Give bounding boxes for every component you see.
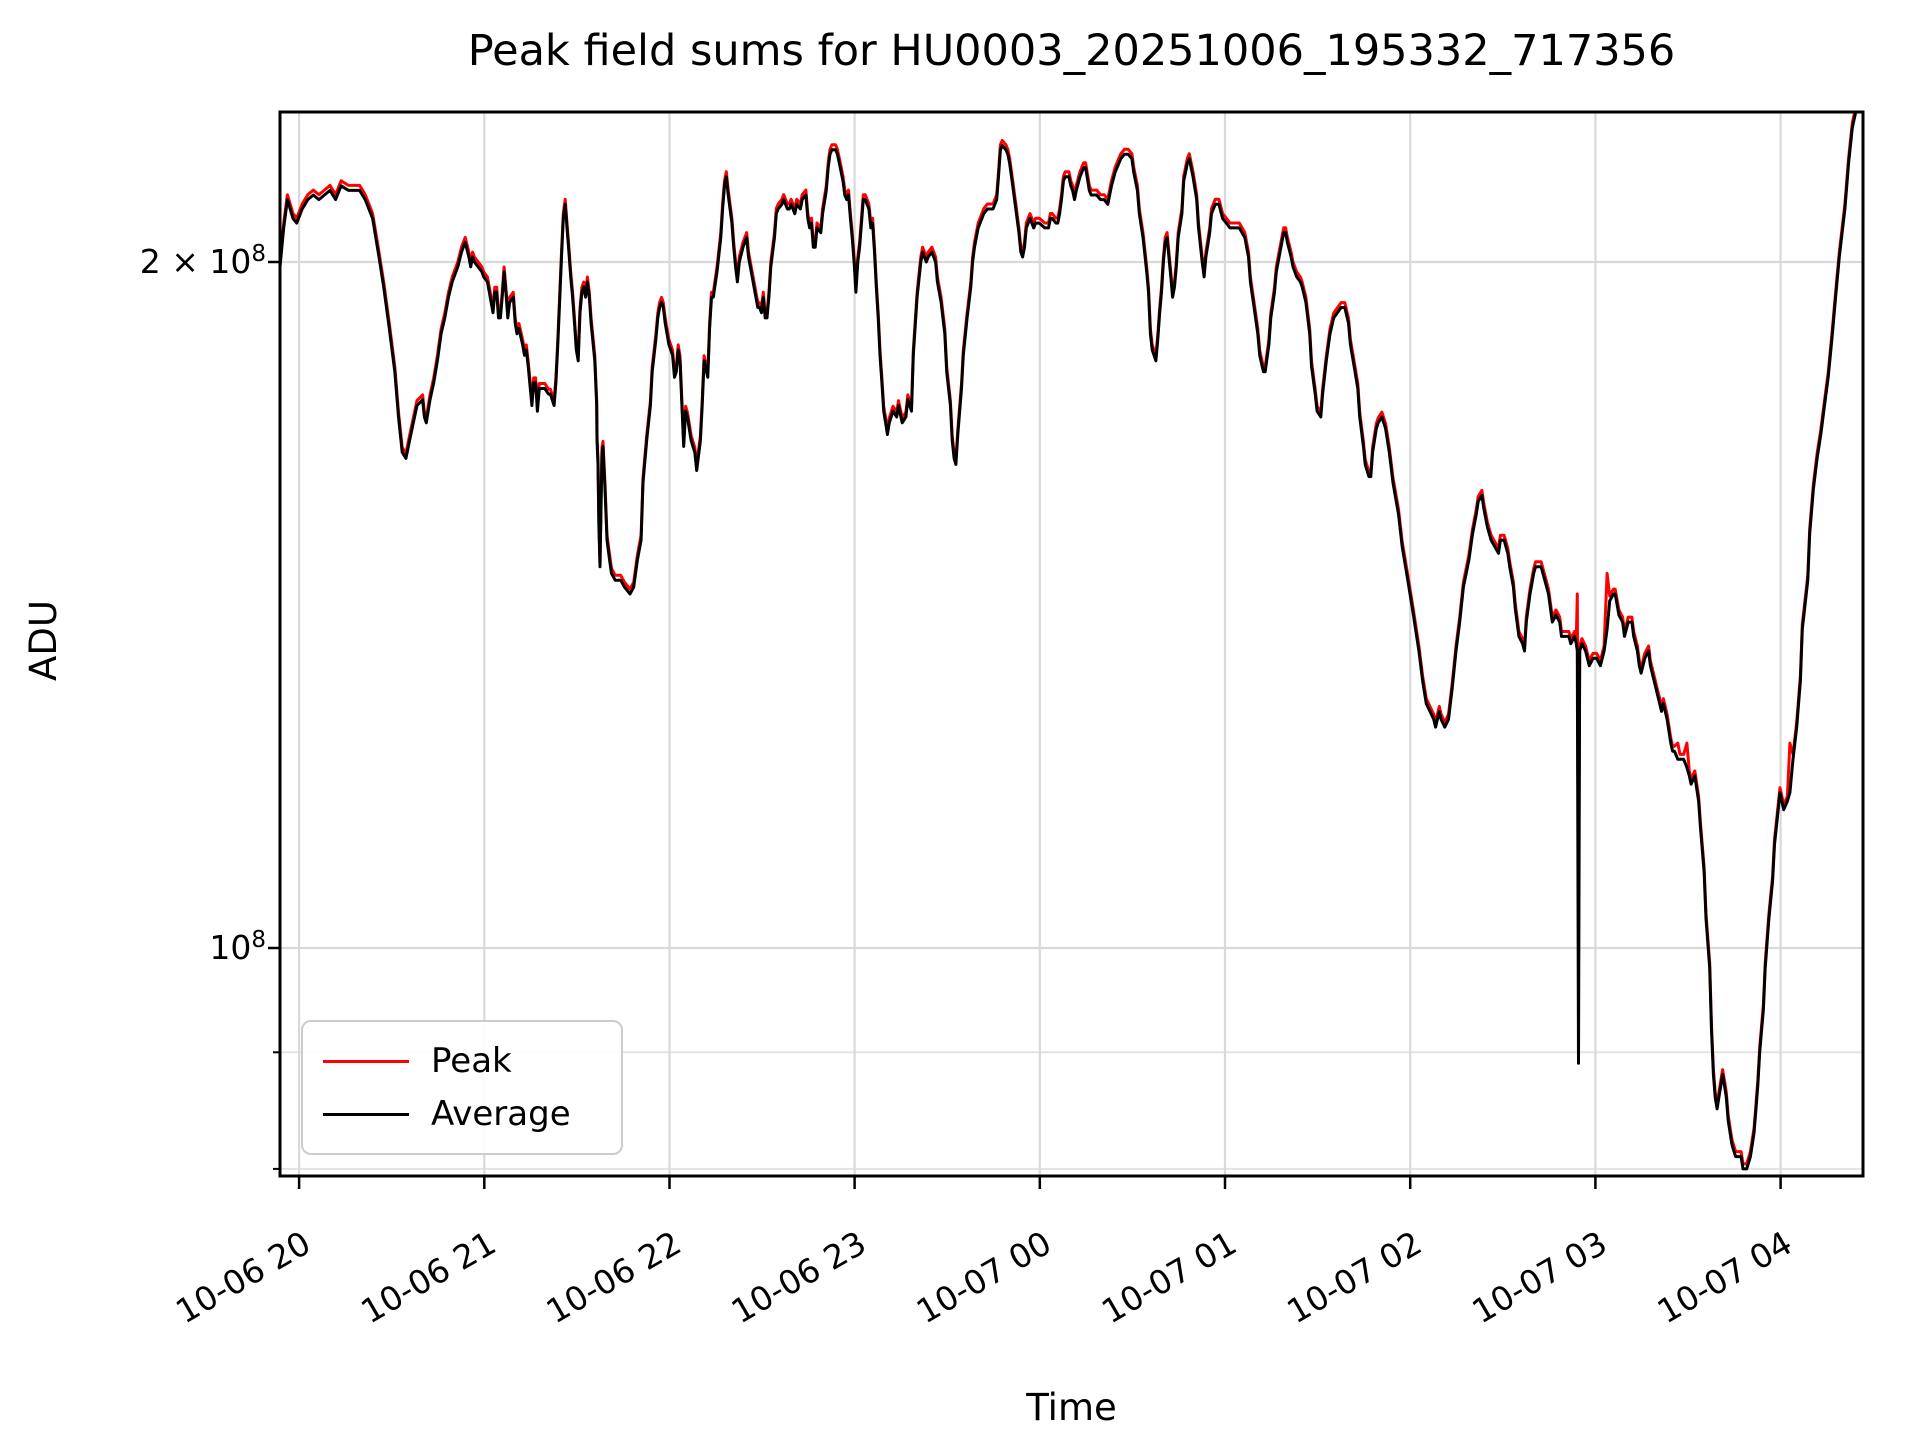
x-tick-label: 10-07 00 <box>910 1223 1058 1331</box>
x-tick-label: 10-07 02 <box>1280 1223 1428 1331</box>
peak-line-sample <box>323 1059 409 1063</box>
average-line-sample <box>323 1112 409 1116</box>
average-curve <box>280 112 1858 1171</box>
x-tick-label: 10-06 21 <box>354 1223 502 1331</box>
y-tick-label-1e8: 108 <box>209 927 266 967</box>
axes-frame <box>278 110 1865 1178</box>
y-axis-label: ADU <box>21 599 65 681</box>
x-tick-labels: 10-06 20 10-06 21 10-06 22 10-06 23 10-07 00… <box>169 1223 1798 1331</box>
x-tick-label: 10-07 03 <box>1465 1223 1613 1331</box>
x-tick-label: 10-06 23 <box>725 1223 873 1331</box>
x-tick-label: 10-07 04 <box>1651 1223 1799 1331</box>
legend-label-peak: Peak <box>431 1041 512 1081</box>
tick-marks <box>268 260 1782 1189</box>
chart-title: Peak field sums for HU0003_20251006_1953… <box>467 26 1676 76</box>
data-curves <box>280 112 1858 1171</box>
x-axis-label: Time <box>1026 1386 1117 1429</box>
y-tick-label-2e8: 2 × 108 <box>139 241 266 281</box>
legend: Peak Average <box>301 1020 623 1155</box>
legend-row-peak: Peak <box>313 1041 611 1081</box>
legend-row-average: Average <box>313 1094 611 1134</box>
legend-label-average: Average <box>431 1094 571 1134</box>
x-tick-label: 10-06 22 <box>540 1223 688 1331</box>
major-gridlines <box>280 112 1863 1176</box>
x-tick-label: 10-07 01 <box>1095 1223 1243 1331</box>
x-tick-label: 10-06 20 <box>169 1223 317 1331</box>
